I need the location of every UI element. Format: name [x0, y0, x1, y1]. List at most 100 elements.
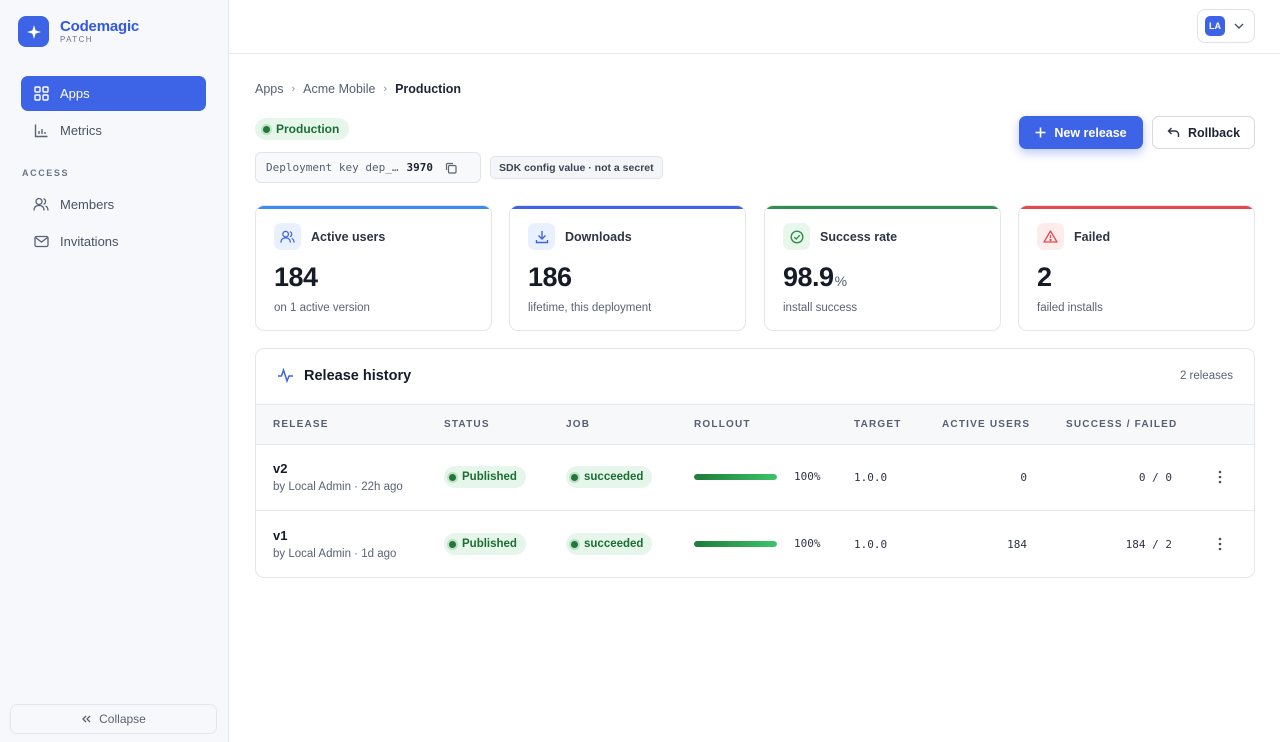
table-row[interactable]: v1 by Local Admin · 1d ago Published suc…: [256, 512, 1254, 577]
column-header[interactable]: ACTIVE USERS: [942, 419, 1031, 430]
release-history-panel: Release history 2 releases RELEASE STATU…: [255, 348, 1255, 578]
more-options-icon[interactable]: [1214, 534, 1226, 554]
active-users-value: 0: [1020, 471, 1027, 484]
stat-number: 184: [274, 262, 318, 292]
sidebar-item-label: Invitations: [60, 234, 119, 249]
stat-value: 186: [528, 262, 573, 293]
release-author: by Local Admin · 1d ago: [273, 548, 397, 560]
undo-icon: [1167, 127, 1180, 138]
column-header[interactable]: TARGET: [854, 419, 902, 430]
stat-unit: %: [834, 273, 847, 289]
avatar: LA: [1205, 16, 1225, 36]
warning-icon: [1037, 223, 1064, 250]
deployment-key-suffix: 3970: [406, 161, 433, 174]
brand-name: Codemagic: [60, 18, 140, 35]
status-badge: Published: [444, 533, 526, 555]
column-header[interactable]: JOB: [566, 419, 591, 430]
job-badge: succeeded: [566, 533, 653, 555]
sidebar-item-members[interactable]: Members: [21, 187, 206, 222]
plus-icon: [1035, 127, 1046, 138]
stat-card-downloads: Downloads 186 lifetime, this deployment: [509, 205, 746, 331]
stat-label: Failed: [1074, 230, 1111, 244]
job-badge: succeeded: [566, 466, 653, 488]
stat-label: Success rate: [820, 230, 898, 244]
status-label: Published: [462, 538, 517, 550]
rollout-percent: 100%: [794, 470, 821, 483]
new-release-button[interactable]: New release: [1019, 116, 1143, 149]
breadcrumb-link-app[interactable]: Acme Mobile: [303, 82, 376, 96]
bar-chart-icon: [33, 123, 49, 139]
stat-value: 2: [1037, 262, 1053, 293]
table-row[interactable]: v2 by Local Admin · 22h ago Published su…: [256, 445, 1254, 511]
collapse-button[interactable]: Collapse: [10, 704, 217, 734]
stat-caption: install success: [783, 302, 858, 314]
active-users-value: 184: [1007, 538, 1027, 551]
breadcrumb-separator: ›: [383, 83, 388, 95]
environment-label: Production: [276, 122, 340, 136]
rollout-progress-fill: [694, 474, 777, 480]
breadcrumb-separator: ›: [291, 83, 296, 95]
stat-card-success-rate: Success rate 98.9% install success: [764, 205, 1001, 331]
grid-icon: [33, 86, 49, 102]
column-header[interactable]: STATUS: [444, 419, 490, 430]
stat-number: 98.9: [783, 262, 834, 292]
user-menu-button[interactable]: LA: [1197, 9, 1255, 43]
stat-card-failed: Failed 2 failed installs: [1018, 205, 1255, 331]
stat-caption: failed installs: [1037, 302, 1103, 314]
rollout-progress-bar: [694, 541, 777, 547]
breadcrumb-current: Production: [395, 82, 462, 96]
sidebar-item-apps[interactable]: Apps: [21, 76, 206, 111]
column-header[interactable]: ROLLOUT: [694, 419, 751, 430]
stat-label: Active users: [311, 230, 386, 244]
sdk-note-badge: SDK config value · not a secret: [490, 156, 663, 179]
stat-value: 98.9%: [783, 262, 847, 293]
stat-number: 2: [1037, 262, 1052, 292]
nav-section-label: ACCESS: [22, 168, 70, 178]
stat-value: 184: [274, 262, 319, 293]
release-history-header: Release history 2 releases: [256, 349, 1254, 405]
stat-accent-bar: [510, 206, 745, 209]
stat-caption: on 1 active version: [274, 302, 370, 314]
copy-icon[interactable]: [445, 162, 457, 174]
column-header[interactable]: SUCCESS / FAILED: [1066, 419, 1178, 430]
job-label: succeeded: [584, 538, 644, 550]
mail-icon: [33, 234, 49, 250]
environment-badge: Production: [255, 118, 350, 140]
job-label: succeeded: [584, 471, 644, 483]
sidebar-item-metrics[interactable]: Metrics: [21, 113, 206, 148]
chevron-down-icon: [1234, 23, 1244, 29]
rollback-button[interactable]: Rollback: [1152, 116, 1255, 149]
status-dot: [571, 540, 578, 548]
stat-caption: lifetime, this deployment: [528, 302, 652, 314]
sidebar-item-invitations[interactable]: Invitations: [21, 224, 206, 259]
rollout-percent: 100%: [794, 537, 821, 550]
stat-label: Downloads: [565, 230, 632, 244]
stat-accent-bar: [256, 206, 491, 209]
collapse-label: Collapse: [99, 712, 146, 726]
release-name[interactable]: v2: [273, 461, 288, 476]
top-bar: LA: [229, 0, 1280, 54]
status-label: Published: [462, 471, 517, 483]
stat-card-active-users: Active users 184 on 1 active version: [255, 205, 492, 331]
deployment-key-field[interactable]: Deployment key dep_… 3970: [255, 152, 481, 183]
activity-icon: [277, 368, 294, 383]
rollout-progress-bar: [694, 474, 777, 480]
more-options-icon[interactable]: [1214, 467, 1226, 487]
release-author: by Local Admin · 22h ago: [273, 481, 403, 493]
success-failed-value: 0 / 0: [1138, 471, 1172, 484]
stat-number: 186: [528, 262, 572, 292]
stat-accent-bar: [765, 206, 1000, 209]
rollback-label: Rollback: [1187, 125, 1241, 140]
check-circle-icon: [783, 223, 810, 250]
status-dot: [449, 540, 456, 548]
target-version: 1.0.0: [854, 538, 888, 551]
brand[interactable]: Codemagic PATCH: [18, 16, 139, 47]
chevrons-left-icon: [81, 714, 91, 724]
release-name[interactable]: v1: [273, 528, 288, 543]
status-dot: [571, 473, 578, 481]
breadcrumb-link-apps[interactable]: Apps: [255, 82, 284, 96]
deployment-key-label: Deployment key dep_…: [266, 161, 399, 174]
release-count: 2 releases: [1179, 370, 1233, 382]
target-version: 1.0.0: [854, 471, 888, 484]
column-header[interactable]: RELEASE: [273, 419, 329, 430]
